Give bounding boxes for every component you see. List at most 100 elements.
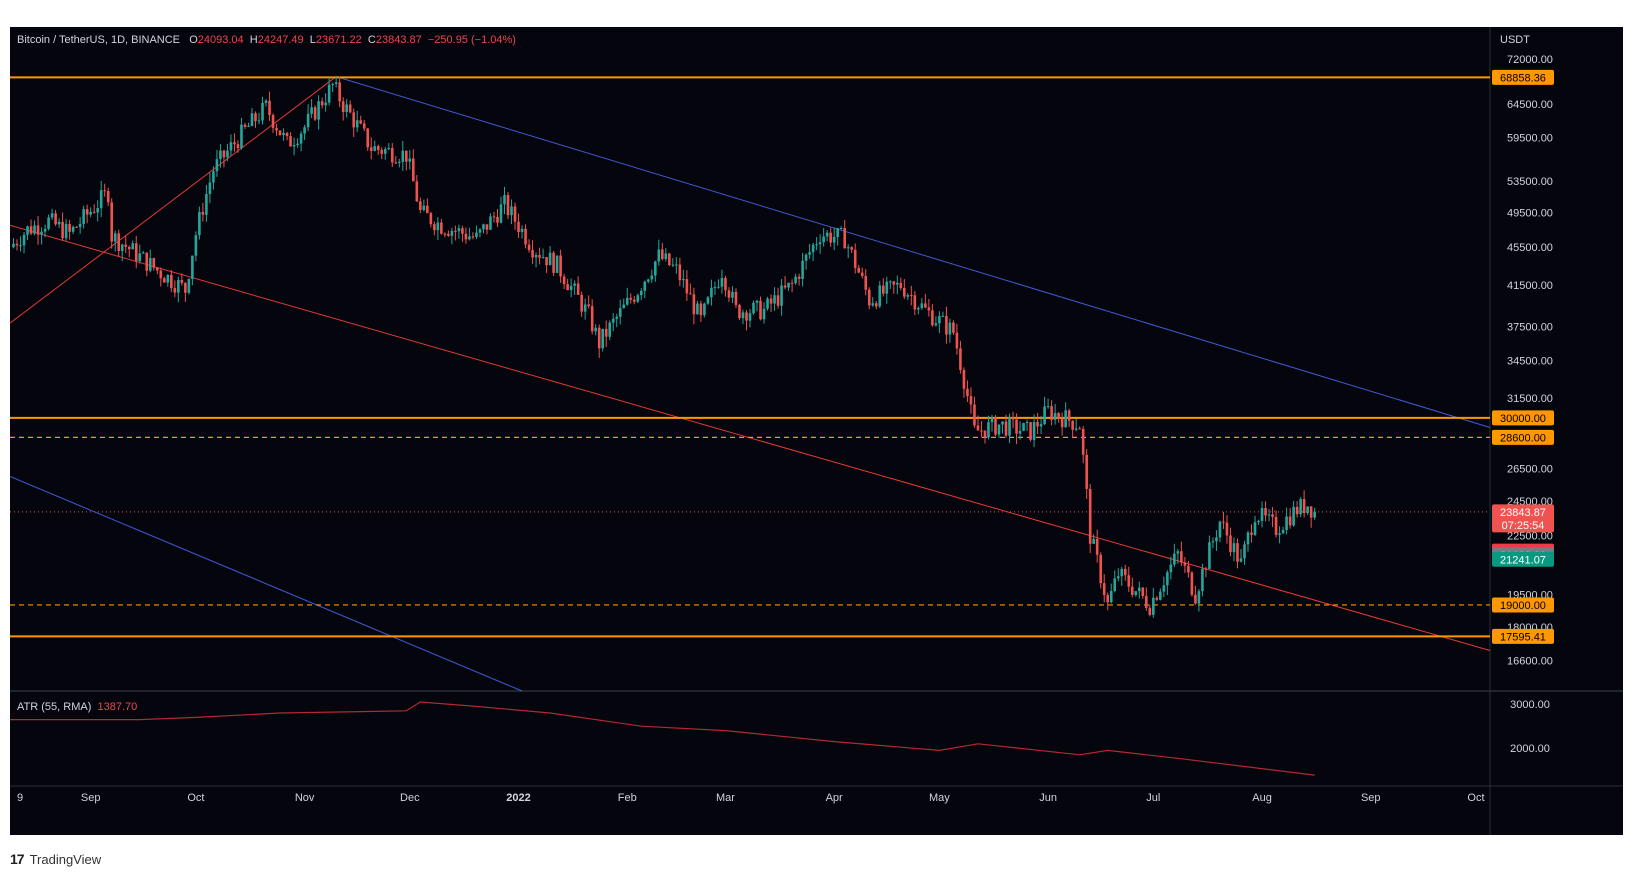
candle-body	[236, 144, 240, 149]
candle-body	[895, 282, 899, 285]
candle-body	[282, 132, 285, 136]
price-label-text: 28600.00	[1500, 432, 1546, 444]
low-value: 23671.22	[315, 34, 362, 46]
candle-body	[590, 306, 594, 332]
candle-body	[583, 304, 587, 312]
candle-body	[324, 102, 327, 106]
candle-body	[682, 279, 685, 281]
candle-body	[433, 224, 436, 231]
candle-body	[387, 147, 391, 150]
candle-body	[1011, 417, 1015, 420]
price-tick-label: 64500.00	[1507, 99, 1553, 111]
candle-body	[12, 243, 15, 248]
time-tick-label: 9	[17, 792, 23, 804]
candle-body	[1008, 417, 1011, 436]
candle-body	[622, 304, 626, 309]
candle-body	[843, 228, 846, 249]
candle-body	[327, 84, 331, 103]
candle-body	[243, 124, 247, 127]
candle-body	[362, 123, 366, 129]
candle-body	[597, 327, 601, 349]
candle-body	[1060, 418, 1064, 428]
candle-body	[134, 243, 138, 262]
symbol-title[interactable]: Bitcoin / TetherUS, 1D, BINANCE	[17, 34, 181, 46]
candle-body	[1243, 544, 1246, 559]
candle-body	[352, 112, 355, 128]
candle-body	[499, 204, 503, 223]
time-tick-label: Sep	[1361, 792, 1381, 804]
chart-canvas[interactable]: 72000.00 64500.00 59500.00 53500.00 49500.00…	[10, 27, 1623, 835]
candle-body	[408, 158, 412, 162]
time-tick-label: Apr	[826, 792, 843, 804]
candle-body	[625, 297, 629, 305]
atr-tick-label: 3000.00	[1510, 699, 1550, 711]
candle-body	[471, 236, 475, 238]
candle-body	[836, 228, 839, 238]
currency-label[interactable]: USDT	[1500, 34, 1530, 46]
chart-frame[interactable]: 72000.00 64500.00 59500.00 53500.00 49500.00…	[10, 27, 1623, 835]
candle-body	[1127, 575, 1131, 587]
candle-body	[657, 249, 661, 262]
candle-body	[1285, 516, 1288, 530]
candle-body	[822, 236, 825, 243]
candle-body	[285, 132, 289, 137]
candle-body	[68, 223, 71, 232]
candle-body	[1183, 562, 1187, 566]
candle-body	[40, 231, 43, 235]
candle-body	[1173, 553, 1176, 565]
candle-body	[790, 282, 794, 284]
candle-body	[639, 290, 643, 296]
candle-body	[454, 230, 457, 232]
candle-body	[99, 190, 103, 209]
candle-body	[741, 312, 745, 319]
price-label: 30000.00	[1492, 410, 1554, 426]
candle-body	[254, 113, 257, 122]
candle-body	[643, 281, 647, 291]
candle-body	[881, 285, 885, 294]
tradingview-logo[interactable]: 17 TradingView	[10, 851, 101, 867]
candle-body	[552, 252, 555, 273]
price-label-bg	[1492, 628, 1554, 644]
candle-body	[1001, 421, 1004, 425]
candle-body	[776, 295, 780, 306]
candle-body	[496, 216, 499, 223]
candle-body	[33, 225, 36, 234]
atr-value: 1387.70	[97, 701, 138, 713]
candle-body	[731, 291, 734, 298]
candle-body	[131, 243, 135, 250]
candle-body	[1022, 423, 1025, 431]
candle-body	[89, 211, 92, 215]
candle-body	[801, 260, 804, 279]
candle-body	[924, 303, 927, 308]
high-value: 24247.49	[257, 34, 304, 46]
candle-body	[1071, 420, 1074, 430]
candle-body	[1036, 421, 1039, 427]
candle-body	[797, 276, 801, 279]
candle-body	[1025, 422, 1029, 424]
candle-body	[1271, 514, 1274, 517]
candle-body	[261, 102, 264, 121]
candle-body	[664, 253, 668, 260]
candle-body	[1246, 532, 1250, 545]
candle-body	[341, 101, 345, 112]
candle-body	[141, 252, 145, 254]
candle-body	[899, 282, 903, 288]
candle-body	[29, 226, 33, 234]
candle-body	[292, 144, 296, 147]
price-label-bg	[1492, 410, 1554, 426]
candle-body	[1141, 587, 1145, 596]
candle-body	[461, 228, 464, 234]
candle-body	[513, 206, 517, 222]
candle-body	[1215, 537, 1218, 542]
candle-body	[1264, 508, 1267, 516]
candle-body	[766, 298, 769, 309]
atr-legend: ATR (55, RMA) 1387.70	[17, 701, 137, 713]
candle-body	[1292, 506, 1295, 526]
candle-body	[1004, 421, 1008, 436]
candle-body	[987, 422, 990, 438]
atr-name[interactable]: ATR (55, RMA)	[17, 701, 92, 713]
candle-body	[755, 300, 759, 303]
trendline-blue	[336, 76, 1491, 428]
candle-body	[1155, 597, 1159, 600]
candle-body	[948, 322, 952, 335]
